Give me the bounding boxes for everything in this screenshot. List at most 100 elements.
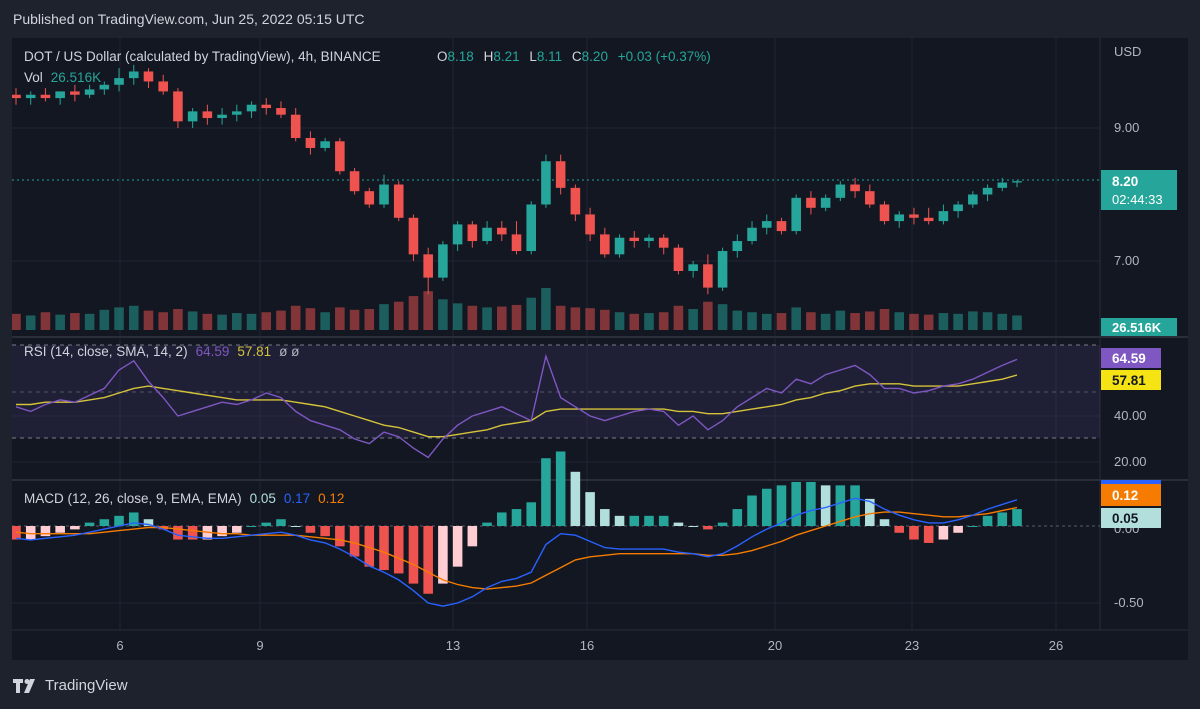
- candle-body: [246, 104, 257, 112]
- candle-body: [1012, 181, 1022, 183]
- volume-bar: [423, 291, 433, 330]
- candle-body: [349, 171, 360, 192]
- candle-body: [40, 94, 51, 99]
- candle-body: [879, 204, 890, 222]
- tradingview-brand[interactable]: TradingView: [13, 677, 128, 694]
- volume-bar: [393, 301, 404, 330]
- candle-body: [438, 244, 448, 278]
- macd-hist-bar: [761, 488, 772, 526]
- volume-bar: [1012, 315, 1022, 330]
- candle-body: [644, 237, 654, 242]
- macd-hist-bar: [84, 522, 95, 526]
- time-axis[interactable]: 6 9 13 16 20 23 26: [116, 638, 1063, 653]
- symbol-legend[interactable]: DOT / US Dollar (calculated by TradingVi…: [24, 49, 381, 64]
- candle-body: [526, 204, 537, 252]
- volume-bar: [806, 312, 816, 330]
- macd-hist-bar: [526, 502, 537, 526]
- volume-bar: [232, 313, 242, 330]
- rsi-line: [15, 353, 1018, 459]
- candle-body: [776, 221, 787, 232]
- horizontal-grid: [12, 127, 1100, 604]
- volume-bar: [541, 288, 551, 330]
- candle-body: [261, 104, 272, 109]
- volume-bar: [84, 313, 95, 330]
- volume-bar: [99, 309, 110, 330]
- volume-bar: [261, 312, 272, 330]
- candle-body: [128, 71, 139, 79]
- price-tick-9: 9.00: [1114, 120, 1139, 135]
- candle-body: [70, 91, 80, 95]
- macd-hist-bar: [835, 485, 846, 526]
- candle-body: [393, 184, 404, 218]
- volume-bar: [938, 313, 949, 330]
- hist-badge: [1101, 508, 1161, 528]
- volume-bar: [894, 312, 905, 330]
- macd-hist-bar: [953, 526, 963, 533]
- candlesticks: [11, 64, 1022, 295]
- volume-bar: [246, 313, 257, 330]
- volume-bar: [482, 307, 492, 330]
- chart-svg[interactable]: DOT / US Dollar (calculated by TradingVi…: [11, 38, 1188, 660]
- macd-hist-bar: [55, 526, 65, 533]
- macd-hist-bar: [879, 519, 890, 526]
- macd-hist-bar: [820, 485, 831, 526]
- candle-body: [305, 137, 316, 148]
- macd-hist-bar: [143, 519, 154, 526]
- candle-body: [320, 141, 330, 148]
- candle-body: [909, 214, 919, 218]
- candle-body: [290, 114, 301, 138]
- last-price-badge: [1101, 170, 1177, 210]
- rsi-ma-badge: [1101, 370, 1161, 390]
- tradingview-logo-icon: [13, 678, 35, 693]
- volume-bar: [570, 307, 581, 330]
- candle-body: [658, 237, 669, 248]
- volume-bar: [187, 311, 198, 330]
- macd-hist-bar: [688, 526, 698, 527]
- volume-bar: [717, 304, 728, 330]
- candle-body: [820, 197, 831, 208]
- macd-hist-bar: [232, 526, 242, 533]
- volume-bar: [747, 312, 757, 330]
- macd-hist-bar: [1012, 509, 1022, 526]
- macd-hist-bar: [438, 526, 448, 584]
- candle-body: [232, 111, 242, 115]
- volume-bar: [644, 313, 654, 330]
- candle-body: [865, 191, 875, 205]
- volume-bar: [217, 314, 227, 330]
- chart-area[interactable]: DOT / US Dollar (calculated by TradingVi…: [11, 38, 1188, 660]
- volume-bar: [997, 313, 1008, 330]
- volume-bar: [791, 307, 801, 330]
- volume-bar: [452, 303, 463, 330]
- macd-hist-bar: [850, 485, 860, 526]
- macd-line: [15, 497, 1018, 607]
- macd-hist-bar: [997, 512, 1008, 526]
- macd-hist-bar: [408, 526, 419, 584]
- volume-bar: [305, 308, 316, 330]
- volume-bar: [467, 305, 478, 330]
- macd-histogram: [11, 451, 1022, 594]
- candle-body: [791, 197, 801, 232]
- time-label-16: 16: [580, 638, 594, 653]
- candle-body: [158, 81, 168, 92]
- macd-hist-bar: [703, 526, 713, 530]
- candle-body: [835, 184, 846, 198]
- macd-hist-bar: [452, 526, 463, 567]
- candle-body: [187, 111, 198, 122]
- macd-hist-bar: [555, 451, 566, 526]
- macd-hist-bar: [114, 515, 124, 526]
- macd-hist-bar: [25, 526, 36, 540]
- volume-bar: [408, 296, 419, 330]
- candle-body: [364, 191, 375, 205]
- candle-body: [25, 94, 36, 99]
- candle-body: [968, 194, 978, 205]
- candle-body: [894, 214, 905, 222]
- volume-bar: [968, 311, 978, 330]
- time-label-6: 6: [116, 638, 123, 653]
- candle-body: [467, 224, 478, 242]
- candle-body: [114, 78, 124, 85]
- macd-tick-neg05: -0.50: [1114, 595, 1144, 610]
- candle-body: [482, 227, 492, 242]
- candle-body: [806, 197, 816, 208]
- candle-body: [541, 161, 551, 205]
- macd-hist-bar: [276, 519, 286, 526]
